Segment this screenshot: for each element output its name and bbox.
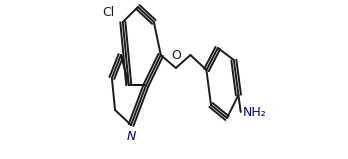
Text: NH₂: NH₂ [242, 106, 266, 118]
Text: N: N [126, 130, 136, 143]
Text: Cl: Cl [103, 6, 115, 18]
Text: O: O [171, 49, 181, 62]
